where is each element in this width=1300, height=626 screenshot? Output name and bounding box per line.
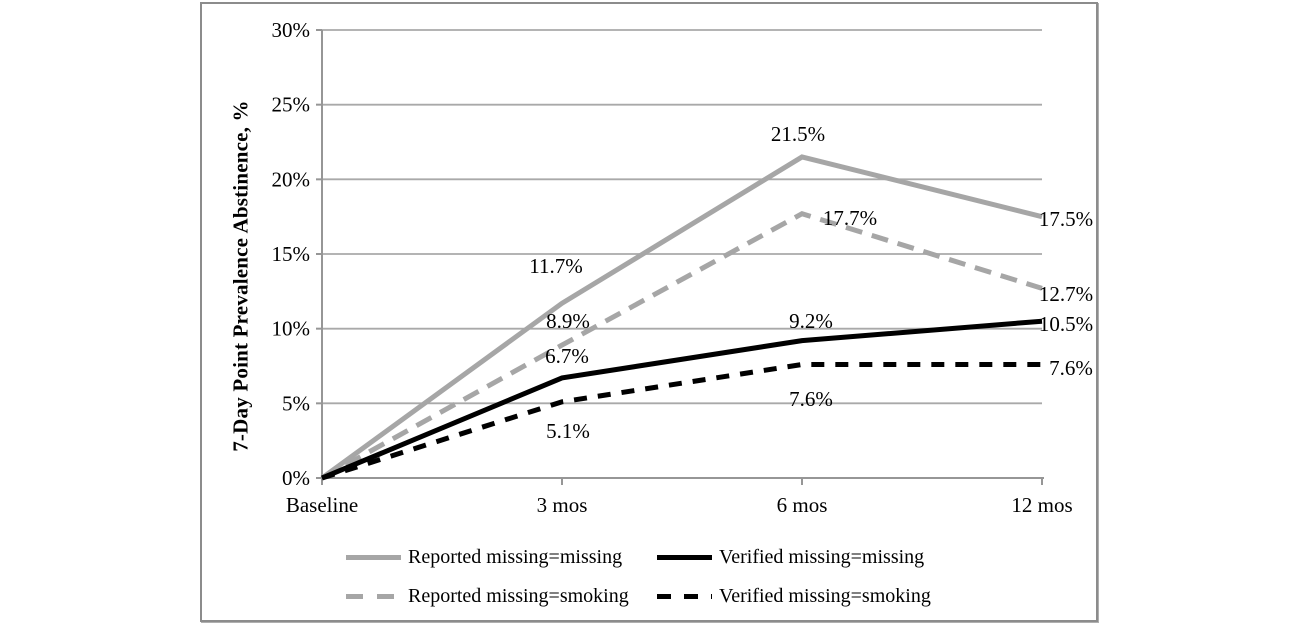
legend-item-reported-missing-missing: Reported missing=missing	[346, 546, 622, 569]
data-label-series2-pt2: 17.7%	[823, 206, 877, 230]
data-label-series1-pt2: 9.2%	[789, 309, 833, 333]
legend-label: Reported missing=missing	[408, 546, 623, 568]
data-label-series0-pt1: 11.7%	[529, 254, 582, 278]
x-tick-label-0: Baseline	[286, 493, 358, 517]
data-label-series0-pt2: 21.5%	[771, 122, 825, 146]
legend-line-sample-dashed-gray	[346, 594, 401, 599]
legend-line-sample-solid-gray	[346, 555, 401, 560]
chart-canvas: 0% 5% 10% 15% 20% 25% 30% Baseline 3 mos 6 mos 12 …	[272, 18, 1094, 517]
x-tick-label-3: 12 mos	[1011, 493, 1072, 517]
series-line-3	[321, 362, 1042, 481]
data-label-series2-pt1: 8.9%	[546, 309, 590, 333]
chart-figure: 0% 5% 10% 15% 20% 25% 30% Baseline 3 mos 6 mos 12 …	[200, 2, 1098, 622]
data-label-series0-pt3: 17.5%	[1039, 207, 1093, 231]
legend-item-verified-missing-smoking: Verified missing=smoking	[657, 585, 931, 608]
legend-label: Reported missing=smoking	[408, 585, 629, 607]
y-tick-label: 5%	[282, 391, 310, 415]
legend-line-sample-solid-black	[657, 555, 712, 560]
legend-line-sample-dashed-black	[657, 594, 712, 599]
data-label-series3-pt1: 5.1%	[546, 419, 590, 443]
y-tick-label: 0%	[282, 466, 310, 490]
y-tick-label: 10%	[272, 317, 311, 341]
legend-item-reported-missing-smoking: Reported missing=smoking	[346, 585, 629, 608]
series-line-2	[320, 210, 1043, 481]
x-tick-label-2: 6 mos	[777, 493, 828, 517]
legend-label: Verified missing=smoking	[719, 585, 931, 607]
legend-label: Verified missing=missing	[719, 546, 925, 568]
data-label-series3-pt2: 7.6%	[789, 387, 833, 411]
data-label-series1-pt3: 10.5%	[1039, 312, 1093, 336]
legend-item-verified-missing-missing: Verified missing=missing	[657, 546, 924, 569]
y-tick-label: 20%	[272, 167, 311, 191]
y-tick-label: 15%	[272, 242, 311, 266]
y-tick-label: 25%	[272, 93, 311, 117]
series-line-0	[320, 154, 1043, 481]
series-line-1	[321, 318, 1043, 481]
y-tick-label: 30%	[272, 18, 311, 42]
data-label-series1-pt1: 6.7%	[545, 344, 589, 368]
data-label-series3-pt3: 7.6%	[1049, 356, 1093, 380]
data-label-series2-pt3: 12.7%	[1039, 282, 1093, 306]
x-tick-label-1: 3 mos	[537, 493, 588, 517]
y-axis-title: 7-Day Point Prevalence Abstinence, %	[228, 100, 253, 452]
